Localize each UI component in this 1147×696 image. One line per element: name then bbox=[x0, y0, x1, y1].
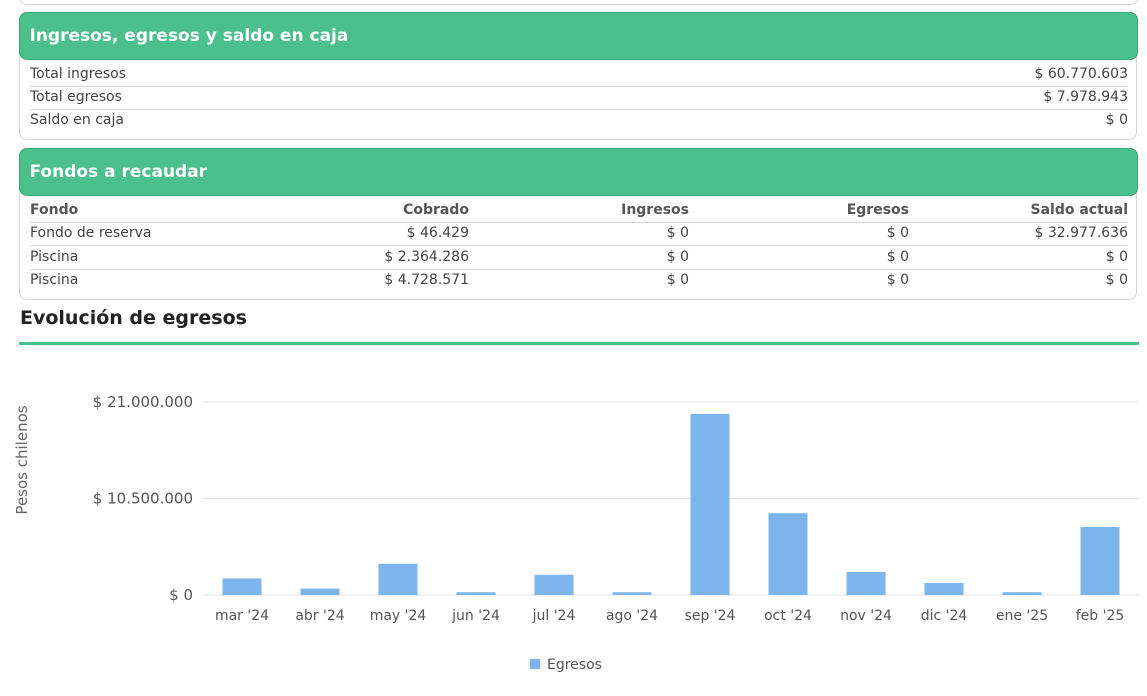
bars bbox=[222, 413, 1120, 595]
funds-col-header: Ingresos bbox=[621, 202, 689, 218]
funds-col-header: Cobrado bbox=[403, 202, 469, 218]
funds-col-header: Saldo actual bbox=[1030, 202, 1129, 218]
funds-cell: $ 0 bbox=[666, 249, 689, 265]
x-tick-label: sep '24 bbox=[685, 608, 736, 624]
funds-cell: Piscina bbox=[30, 249, 79, 265]
funds-cell: $ 4.728.571 bbox=[384, 272, 469, 288]
bar[interactable] bbox=[300, 588, 340, 595]
x-tick-label: may '24 bbox=[370, 608, 427, 624]
x-tick-label: ene '25 bbox=[996, 608, 1048, 624]
chart-grid bbox=[203, 401, 1139, 596]
bar[interactable] bbox=[612, 592, 652, 595]
funds-cell: $ 32.977.636 bbox=[1034, 225, 1128, 241]
bar[interactable] bbox=[1080, 526, 1120, 595]
bar[interactable] bbox=[768, 513, 808, 595]
bar[interactable] bbox=[222, 578, 262, 595]
funds-col-header: Egresos bbox=[846, 202, 909, 218]
funds-cell: $ 0 bbox=[886, 225, 909, 241]
funds-header-row: Fondo Cobrado Ingresos Egresos Saldo act… bbox=[30, 199, 1128, 223]
chart-section-title: Evolución de egresos bbox=[20, 307, 247, 329]
summary-row: Saldo en caja $ 0 bbox=[30, 109, 1128, 132]
legend-swatch bbox=[530, 659, 540, 669]
summary-row-label: Total ingresos bbox=[30, 66, 127, 82]
y-axis-ticks: $ 0 $ 10.500.000 $ 21.000.000 bbox=[93, 393, 193, 604]
funds-row: Piscina $ 2.364.286 $ 0 $ 0 $ 0 bbox=[30, 246, 1128, 270]
funds-cell: $ 0 bbox=[886, 272, 909, 288]
chart-legend[interactable]: Egresos bbox=[530, 657, 602, 673]
x-tick-label: jun '24 bbox=[451, 608, 500, 624]
funds-cell: $ 0 bbox=[886, 249, 909, 265]
y-tick-label: $ 0 bbox=[169, 586, 193, 604]
x-tick-label: oct '24 bbox=[764, 608, 812, 624]
funds-cell: $ 2.364.286 bbox=[384, 249, 469, 265]
x-tick-label: ago '24 bbox=[606, 608, 658, 624]
bar[interactable] bbox=[456, 592, 496, 595]
section-divider bbox=[19, 342, 1139, 345]
funds-row: Fondo de reserva $ 46.429 $ 0 $ 0 $ 32.9… bbox=[30, 222, 1128, 246]
funds-card-title: Fondos a recaudar bbox=[18, 147, 1138, 196]
funds-col-header: Fondo bbox=[30, 202, 79, 218]
bar[interactable] bbox=[924, 583, 964, 595]
bar[interactable] bbox=[1002, 592, 1042, 595]
funds-cell: Piscina bbox=[30, 272, 79, 288]
summary-row-value: $ 7.978.943 bbox=[1043, 89, 1128, 105]
funds-cell: $ 0 bbox=[1105, 272, 1128, 288]
funds-cell: $ 46.429 bbox=[406, 225, 469, 241]
bar[interactable] bbox=[846, 572, 886, 595]
y-tick-label: $ 10.500.000 bbox=[93, 490, 193, 508]
funds-card: Fondos a recaudar Fondo Cobrado Ingresos… bbox=[18, 147, 1138, 300]
summary-row: Total egresos $ 7.978.943 bbox=[30, 86, 1128, 110]
summary-row-label: Saldo en caja bbox=[30, 112, 124, 128]
summary-card-title: Ingresos, egresos y saldo en caja bbox=[18, 11, 1138, 60]
legend-label: Egresos bbox=[547, 657, 602, 673]
summary-row-value: $ 0 bbox=[1105, 112, 1128, 128]
y-tick-label: $ 21.000.000 bbox=[93, 393, 193, 411]
y-axis-label: Pesos chilenos bbox=[13, 405, 31, 514]
x-tick-label: mar '24 bbox=[215, 608, 269, 624]
x-axis-ticks: mar '24 abr '24 may '24 jun '24 jul '24 ago '… bbox=[215, 608, 1124, 624]
x-tick-label: abr '24 bbox=[295, 608, 344, 624]
summary-row-label: Total egresos bbox=[30, 89, 122, 105]
bar[interactable] bbox=[690, 413, 730, 595]
bar[interactable] bbox=[534, 574, 574, 595]
x-tick-label: feb '25 bbox=[1076, 608, 1125, 624]
x-tick-label: nov '24 bbox=[840, 608, 892, 624]
summary-row: Total ingresos $ 60.770.603 bbox=[30, 63, 1128, 87]
funds-row: Piscina $ 4.728.571 $ 0 $ 0 $ 0 bbox=[30, 269, 1128, 292]
x-tick-label: jul '24 bbox=[532, 608, 576, 624]
summary-card: Ingresos, egresos y saldo en caja Total … bbox=[18, 11, 1138, 140]
funds-cell: $ 0 bbox=[1105, 249, 1128, 265]
funds-cell: Fondo de reserva bbox=[30, 225, 152, 241]
funds-cell: $ 0 bbox=[666, 272, 689, 288]
funds-cell: $ 0 bbox=[666, 225, 689, 241]
bar[interactable] bbox=[378, 563, 418, 595]
summary-row-value: $ 60.770.603 bbox=[1034, 66, 1128, 82]
x-tick-label: dic '24 bbox=[921, 608, 968, 624]
